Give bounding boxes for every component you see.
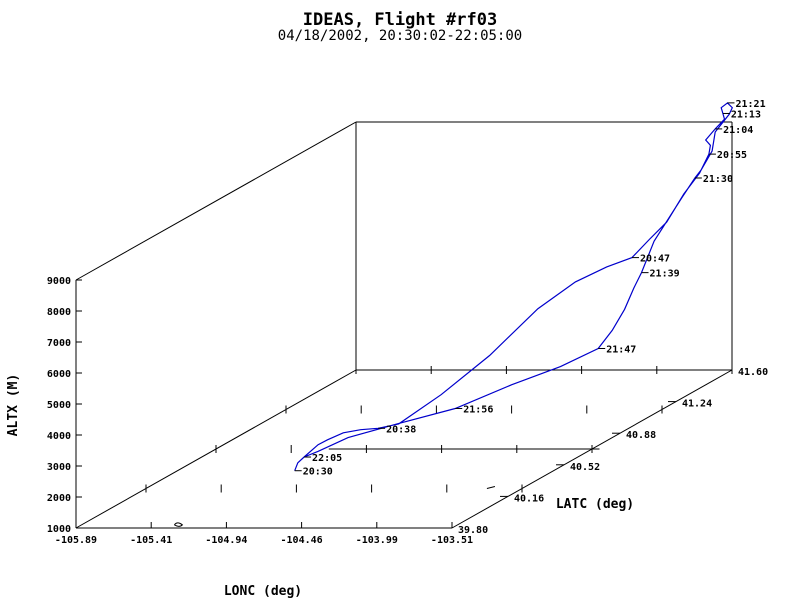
- x-tick-label: -105.41: [130, 535, 172, 546]
- z-tick-label: 2000: [47, 493, 71, 504]
- time-annotation: 21:39: [650, 269, 680, 280]
- ground-mark: [173, 522, 184, 527]
- y-axis-label: LATC (deg): [556, 497, 634, 512]
- y-tick-label: 39.80: [458, 525, 488, 536]
- time-annotation: 20:47: [640, 254, 670, 265]
- x-axis-label: LONC (deg): [224, 584, 302, 599]
- z-tick-label: 8000: [47, 307, 71, 318]
- y-tick-label: 41.24: [682, 399, 712, 410]
- z-tick-label: 6000: [47, 369, 71, 380]
- z-tick-label: 5000: [47, 400, 71, 411]
- time-annotation: 21:21: [736, 99, 766, 110]
- z-tick-label: 4000: [47, 431, 71, 442]
- x-tick-label: -103.51: [431, 535, 473, 546]
- axis-ticks: [75, 279, 733, 529]
- top-left-diagonal: [75, 121, 357, 281]
- y-tick-label: 40.16: [514, 493, 544, 504]
- time-annotation: 20:38: [386, 424, 416, 435]
- time-annotation: 21:13: [731, 109, 761, 120]
- plot-frame: [75, 121, 733, 529]
- x-tick-label: -103.99: [356, 535, 398, 546]
- time-annotation: 21:04: [723, 125, 753, 136]
- flight-track-line: [294, 102, 734, 471]
- axis-tick-labels: -105.89 -105.41 -104.94 -104.46 -103.99 -103.…: [47, 276, 768, 546]
- flight-track: [173, 102, 734, 527]
- z-tick-label: 7000: [47, 338, 71, 349]
- ground-mark: [486, 486, 496, 489]
- y-tick-label: 40.88: [626, 430, 656, 441]
- z-axis-label: ALTX (M): [6, 374, 21, 437]
- x-tick-label: -104.46: [281, 535, 323, 546]
- time-annotation: 22:05: [312, 453, 342, 464]
- chart-subtitle: 04/18/2002, 20:30:02-22:05:00: [278, 28, 522, 44]
- x-tick-label: -104.94: [205, 535, 247, 546]
- chart-title: IDEAS, Flight #rf03: [303, 10, 497, 30]
- z-tick-label: 3000: [47, 462, 71, 473]
- x-tick-label: -105.89: [55, 535, 97, 546]
- y-tick-label: 41.60: [738, 367, 768, 378]
- time-annotation: 21:56: [463, 404, 493, 415]
- time-annotation: 21:30: [703, 174, 733, 185]
- time-annotation: 20:30: [303, 467, 333, 478]
- y-tick-label: 40.52: [570, 462, 600, 473]
- z-tick-label: 1000: [47, 524, 71, 535]
- time-annotation: 20:55: [717, 150, 747, 161]
- time-annotations: 20:30 22:05 20:38 20:47 20:55 21:04 21:1321:21…: [294, 99, 766, 478]
- z-tick-label: 9000: [47, 276, 71, 287]
- time-annotation: 21:47: [606, 345, 636, 356]
